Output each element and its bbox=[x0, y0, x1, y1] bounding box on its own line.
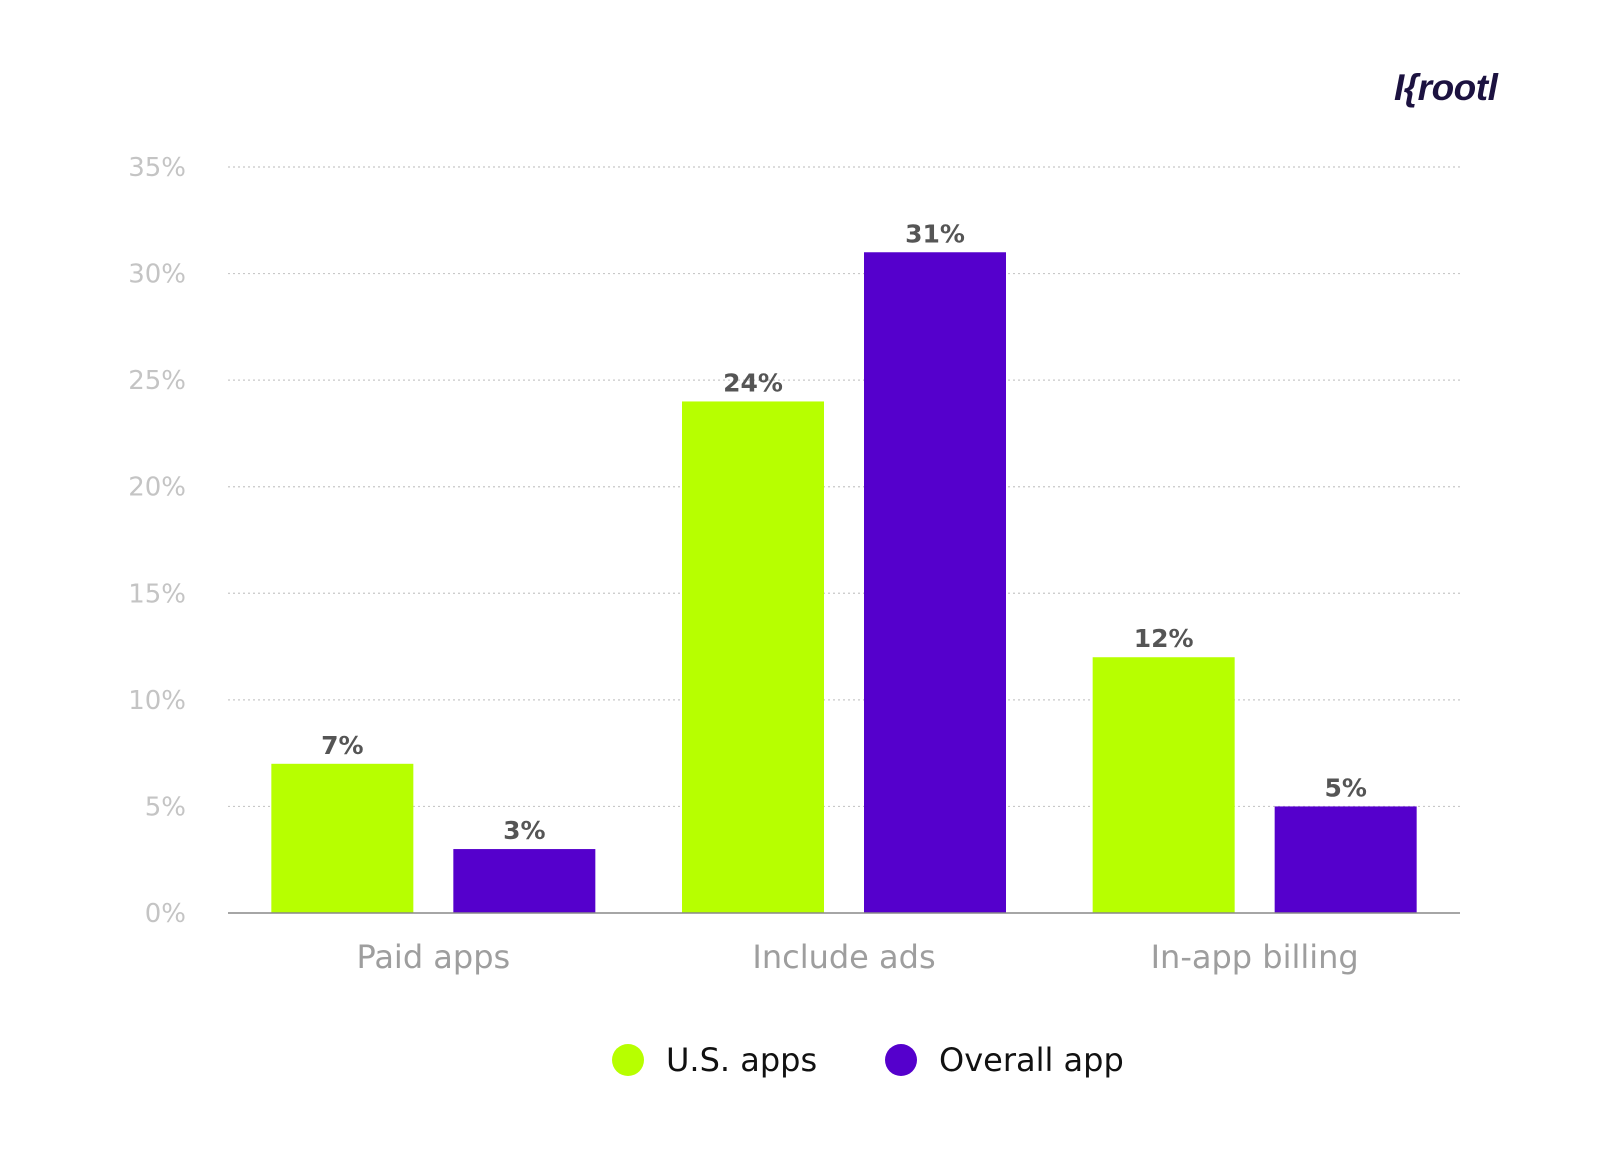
krootl-logo: I{rootl bbox=[1394, 62, 1524, 114]
legend-item-overall-app: Overall app bbox=[885, 1040, 1124, 1080]
legend-label-us-apps: U.S. apps bbox=[666, 1041, 818, 1079]
legend-swatch-overall-app bbox=[885, 1044, 917, 1076]
y-tick-label: 10% bbox=[128, 686, 186, 716]
bar bbox=[271, 763, 414, 913]
logo-text: I{rootl bbox=[1394, 67, 1498, 108]
x-category-label: Paid apps bbox=[356, 938, 510, 976]
y-tick-label: 5% bbox=[145, 792, 186, 822]
bars bbox=[271, 252, 1417, 913]
legend-label-overall-app: Overall app bbox=[939, 1041, 1124, 1079]
x-category-label: In-app billing bbox=[1151, 938, 1359, 976]
data-label: 12% bbox=[1134, 624, 1194, 653]
bar bbox=[864, 252, 1006, 913]
data-label: 7% bbox=[321, 731, 363, 760]
legend-swatch-us-apps bbox=[612, 1044, 644, 1076]
bar bbox=[1092, 657, 1235, 913]
bar bbox=[1274, 806, 1417, 913]
gridlines bbox=[228, 166, 1460, 808]
data-label: 31% bbox=[905, 219, 965, 248]
y-tick-label: 0% bbox=[145, 899, 186, 929]
x-axis-categories: Paid apps Include ads In-app billing bbox=[356, 938, 1358, 976]
y-tick-label: 30% bbox=[128, 260, 186, 290]
y-tick-label: 35% bbox=[128, 153, 186, 183]
bar bbox=[682, 401, 824, 913]
y-axis-ticks: 0% 5% 10% 15% 20% 25% 30% 35% bbox=[128, 153, 186, 929]
x-category-label: Include ads bbox=[752, 938, 935, 976]
legend-item-us-apps: U.S. apps bbox=[612, 1040, 817, 1080]
y-tick-label: 20% bbox=[128, 473, 186, 503]
y-tick-label: 25% bbox=[128, 366, 186, 396]
data-label: 3% bbox=[503, 816, 545, 845]
bar bbox=[453, 849, 596, 913]
data-label: 24% bbox=[723, 368, 783, 397]
value-labels: 7% 3% 24% 31% 12% 5% bbox=[321, 219, 1367, 845]
y-tick-label: 15% bbox=[128, 579, 186, 609]
data-label: 5% bbox=[1324, 773, 1366, 802]
legend: U.S. apps Overall app bbox=[0, 1040, 1600, 1080]
